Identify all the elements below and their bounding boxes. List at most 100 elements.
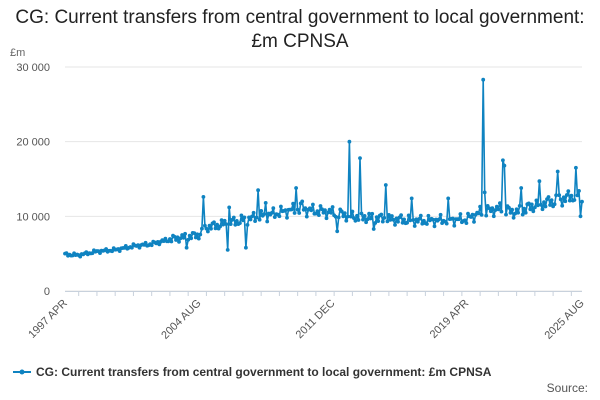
data-point[interactable]: [572, 198, 577, 202]
data-point[interactable]: [481, 77, 486, 82]
data-point[interactable]: [567, 198, 572, 203]
data-point[interactable]: [259, 209, 264, 213]
data-point[interactable]: [231, 215, 236, 220]
data-point[interactable]: [201, 195, 206, 199]
data-point[interactable]: [347, 139, 352, 144]
data-point[interactable]: [198, 232, 203, 237]
data-point[interactable]: [192, 231, 197, 236]
data-point[interactable]: [393, 223, 397, 227]
data-point[interactable]: [463, 218, 467, 223]
data-point[interactable]: [379, 212, 384, 217]
data-point[interactable]: [519, 186, 524, 190]
data-point[interactable]: [472, 220, 476, 224]
data-point[interactable]: [484, 213, 489, 218]
data-point[interactable]: [186, 237, 191, 242]
data-point[interactable]: [400, 220, 405, 225]
data-point[interactable]: [250, 214, 254, 219]
data-point[interactable]: [479, 213, 484, 217]
data-point[interactable]: [542, 200, 546, 205]
data-point[interactable]: [196, 236, 201, 241]
data-point[interactable]: [303, 206, 308, 211]
data-point[interactable]: [534, 198, 539, 203]
data-point[interactable]: [558, 197, 563, 202]
data-point[interactable]: [529, 202, 534, 207]
data-point[interactable]: [564, 193, 569, 197]
data-point[interactable]: [279, 204, 283, 209]
data-point[interactable]: [548, 203, 552, 207]
data-point[interactable]: [239, 213, 244, 218]
data-point[interactable]: [189, 236, 194, 241]
data-point[interactable]: [405, 220, 409, 225]
data-point[interactable]: [488, 209, 493, 214]
data-point[interactable]: [456, 217, 461, 222]
data-point[interactable]: [528, 207, 533, 212]
data-point[interactable]: [364, 220, 368, 225]
data-point[interactable]: [383, 183, 388, 187]
data-point[interactable]: [178, 236, 183, 241]
data-point[interactable]: [426, 213, 431, 218]
data-point[interactable]: [490, 206, 495, 211]
data-point[interactable]: [380, 219, 385, 224]
data-point[interactable]: [396, 219, 400, 224]
data-point[interactable]: [540, 207, 545, 212]
data-point[interactable]: [143, 240, 148, 245]
data-point[interactable]: [511, 215, 516, 220]
data-point[interactable]: [523, 210, 528, 215]
data-point[interactable]: [212, 220, 216, 225]
data-point[interactable]: [203, 223, 207, 228]
data-point[interactable]: [552, 202, 557, 207]
data-point[interactable]: [90, 251, 95, 256]
data-point[interactable]: [450, 216, 455, 221]
data-point[interactable]: [272, 215, 277, 220]
data-point[interactable]: [317, 213, 321, 218]
data-point[interactable]: [517, 204, 522, 208]
data-point[interactable]: [388, 218, 393, 222]
data-point[interactable]: [344, 218, 349, 223]
data-point[interactable]: [466, 211, 470, 216]
data-point[interactable]: [251, 210, 256, 215]
data-point[interactable]: [546, 195, 551, 199]
data-point[interactable]: [574, 165, 578, 170]
data-point[interactable]: [368, 216, 373, 221]
data-point[interactable]: [373, 221, 378, 225]
data-point[interactable]: [536, 203, 540, 208]
data-point[interactable]: [520, 212, 525, 217]
data-point[interactable]: [385, 219, 390, 224]
data-point[interactable]: [221, 222, 226, 227]
data-point[interactable]: [501, 158, 505, 163]
data-point[interactable]: [336, 215, 341, 220]
data-point[interactable]: [225, 248, 230, 252]
data-point[interactable]: [514, 207, 519, 212]
data-point[interactable]: [323, 208, 327, 213]
data-point[interactable]: [297, 211, 302, 215]
data-point[interactable]: [390, 214, 394, 218]
data-point[interactable]: [418, 213, 423, 218]
data-point[interactable]: [215, 222, 220, 227]
data-point[interactable]: [371, 227, 376, 231]
data-point[interactable]: [320, 207, 324, 212]
data-point[interactable]: [452, 223, 457, 228]
data-point[interactable]: [263, 201, 268, 205]
data-point[interactable]: [438, 212, 443, 217]
data-point[interactable]: [470, 212, 475, 217]
data-point[interactable]: [580, 199, 584, 204]
legend[interactable]: CG: Current transfers from central gover…: [12, 365, 491, 379]
data-point[interactable]: [522, 206, 527, 211]
data-point[interactable]: [499, 209, 504, 214]
data-point[interactable]: [569, 193, 574, 198]
data-point[interactable]: [412, 224, 417, 228]
data-point[interactable]: [563, 199, 568, 204]
data-point[interactable]: [493, 208, 498, 213]
data-point[interactable]: [169, 239, 174, 244]
data-point[interactable]: [356, 218, 361, 222]
data-point[interactable]: [399, 213, 403, 218]
data-point[interactable]: [184, 245, 189, 250]
data-point[interactable]: [402, 217, 406, 222]
data-point[interactable]: [241, 218, 245, 223]
data-point[interactable]: [149, 243, 154, 248]
data-point[interactable]: [487, 206, 492, 211]
data-point[interactable]: [539, 202, 543, 207]
data-point[interactable]: [219, 218, 224, 223]
data-point[interactable]: [254, 215, 259, 220]
data-point[interactable]: [289, 207, 294, 212]
